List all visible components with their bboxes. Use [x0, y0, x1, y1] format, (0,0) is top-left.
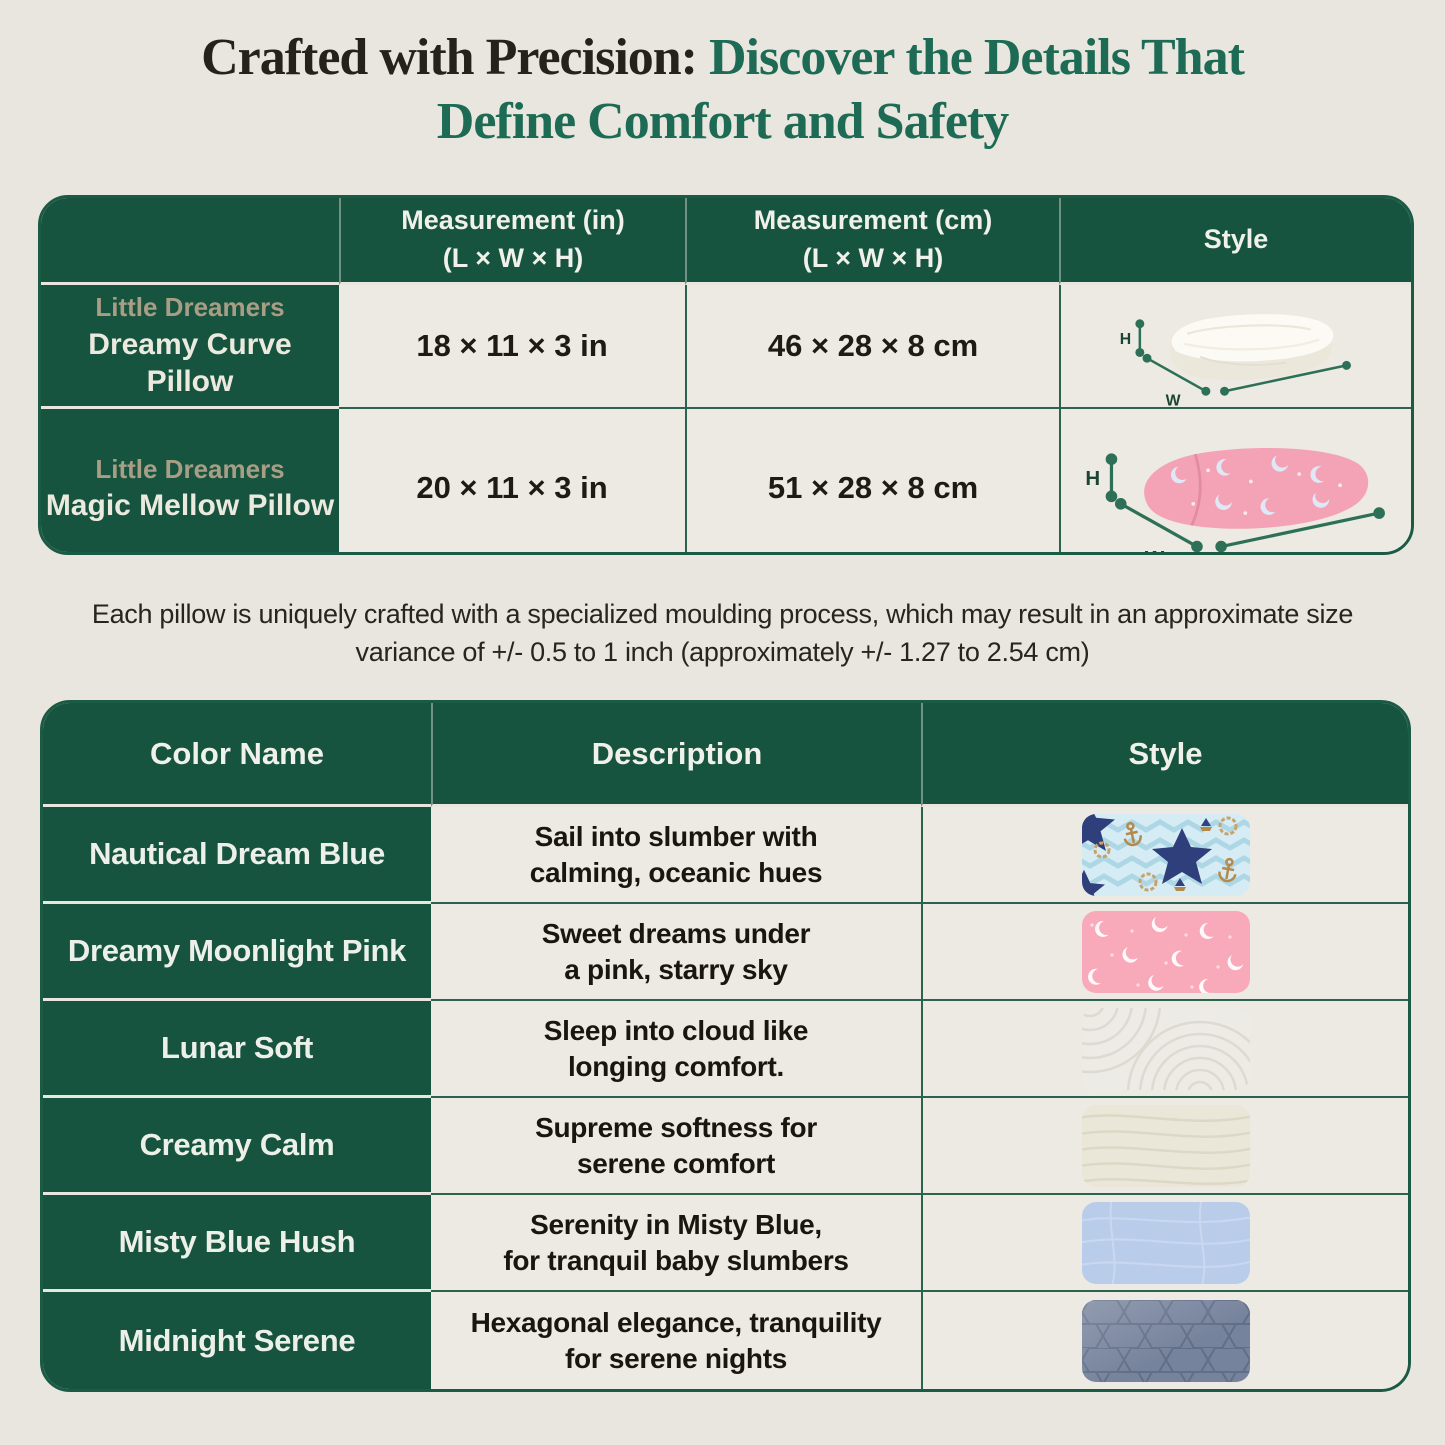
title-highlight: Discover the Details That Define Comfort…: [436, 29, 1245, 151]
color-description-cell: Sail into slumber with calming, oceanic …: [431, 807, 921, 904]
swirl-texture: [1081, 1007, 1250, 1090]
width-label: W: [1166, 393, 1181, 407]
header-color-name: Color Name: [43, 703, 431, 807]
header-style: Style: [1059, 198, 1411, 285]
swatch-cell-dreamy-moonlight-pink: [921, 904, 1408, 1001]
width-dimension-line: [1146, 357, 1207, 393]
dreamy-curve-pillow-image: H W: [1120, 314, 1352, 407]
color-name-cell: Creamy Calm: [43, 1098, 431, 1195]
height-label: H: [1120, 331, 1131, 348]
header-measurement-cm: Measurement (cm) (L × W × H): [685, 198, 1059, 285]
swatch-cell-lunar-soft: [921, 1001, 1408, 1098]
color-name-cell: Nautical Dream Blue: [43, 807, 431, 904]
color-description-cell: Sleep into cloud like longing comfort.: [431, 1001, 921, 1098]
measurement-cm-value: 51 × 28 × 8 cm: [685, 409, 1059, 552]
unicorn-moon-motifs: [1087, 916, 1243, 993]
style-cell-magic-mellow: H W: [1059, 409, 1411, 555]
color-name-cell: Midnight Serene: [43, 1292, 431, 1389]
size-table: Measurement (in) (L × W × H) Measurement…: [38, 195, 1414, 555]
dreamy-moonlight-pink-swatch: [1081, 910, 1250, 993]
white-pillow-drawing: [1169, 314, 1334, 381]
color-description-cell: Hexagonal elegance, tranquility for sere…: [431, 1292, 921, 1389]
product-cell-magic-mellow: Little Dreamers Magic Mellow Pillow: [41, 409, 339, 552]
header-style: Style: [921, 703, 1408, 807]
boat-motifs: [1173, 817, 1212, 891]
wave-texture: [1081, 1113, 1250, 1185]
dimension-lines: [1135, 319, 1352, 396]
misty-blue-hush-swatch: [1081, 1201, 1250, 1284]
magic-mellow-pillow-image: H W: [1085, 448, 1385, 555]
size-variance-note: Each pillow is uniquely crafted with a s…: [91, 599, 1354, 667]
moon-motifs: [1170, 455, 1330, 515]
swatch-cell-misty-blue-hush: [921, 1195, 1408, 1292]
lunar-soft-swatch: [1081, 1007, 1250, 1090]
brand-label: Little Dreamers: [95, 453, 285, 484]
swatch-cell-midnight-serene: [921, 1292, 1408, 1389]
color-name-cell: Lunar Soft: [43, 1001, 431, 1098]
color-name-cell: Dreamy Moonlight Pink: [43, 904, 431, 1001]
misty-texture: [1081, 1201, 1250, 1284]
title-prefix: Crafted with Precision:: [201, 29, 698, 86]
color-name-cell: Misty Blue Hush: [43, 1195, 431, 1292]
color-description-cell: Serenity in Misty Blue, for tranquil bab…: [431, 1195, 921, 1292]
page-title: Crafted with Precision: Discover the Det…: [0, 26, 1445, 155]
product-name: Dreamy Curve Pillow: [88, 327, 292, 399]
size-table-corner-cell: [41, 198, 339, 285]
measurement-in-value: 18 × 11 × 3 in: [339, 285, 685, 409]
length-dimension-line: [1220, 511, 1380, 549]
dot-motifs: [1191, 468, 1342, 515]
length-dimension-line: [1224, 364, 1347, 393]
dimension-lines: [1105, 453, 1385, 552]
header-description: Description: [431, 703, 921, 807]
star-dots: [1089, 922, 1232, 989]
product-cell-dreamy-curve: Little Dreamers Dreamy Curve Pillow: [41, 285, 339, 409]
color-description-cell: Supreme softness for serene comfort: [431, 1098, 921, 1195]
product-name: Magic Mellow Pillow: [45, 488, 335, 522]
height-label: H: [1085, 467, 1100, 490]
anchor-motifs: [1123, 821, 1237, 882]
measurement-in-value: 20 × 11 × 3 in: [339, 409, 685, 552]
creamy-calm-swatch: [1081, 1104, 1250, 1187]
rope-ring-motifs: [1093, 816, 1237, 891]
width-label: W: [1145, 547, 1165, 555]
swatch-cell-creamy-calm: [921, 1098, 1408, 1195]
pink-pillow-drawing: [1144, 448, 1369, 529]
nautical-dream-blue-swatch: [1081, 813, 1250, 896]
header-measurement-in: Measurement (in) (L × W × H): [339, 198, 685, 285]
midnight-serene-swatch: [1081, 1299, 1250, 1382]
brand-label: Little Dreamers: [95, 292, 285, 323]
width-dimension-line: [1119, 502, 1198, 548]
style-cell-dreamy-curve: H W: [1059, 285, 1411, 409]
color-table: Color Name Description Style Nautical Dr…: [40, 700, 1411, 1392]
color-description-cell: Sweet dreams under a pink, starry sky: [431, 904, 921, 1001]
swatch-cell-nautical-dream-blue: [921, 807, 1408, 904]
measurement-cm-value: 46 × 28 × 8 cm: [685, 285, 1059, 409]
